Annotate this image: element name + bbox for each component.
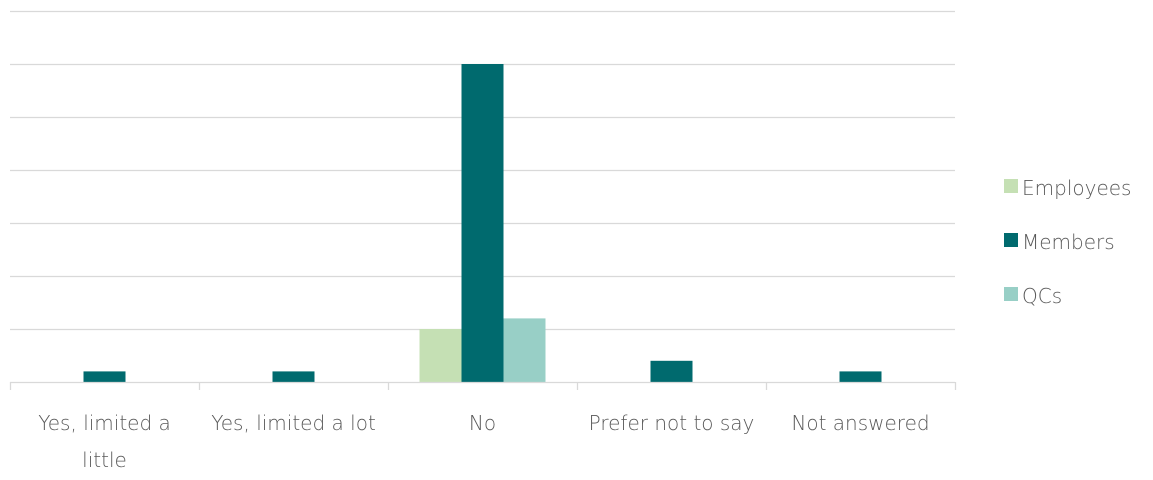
legend: Employees Members QCs (1004, 176, 1131, 308)
x-tick-label: Not answered (791, 411, 929, 435)
legend-label-employees: Employees (1022, 176, 1131, 200)
bar-members-2 (461, 64, 504, 382)
x-tick-label: Prefer not to say (589, 411, 755, 435)
bar-members-3 (650, 360, 693, 382)
legend-swatch-members (1004, 233, 1018, 247)
bar-employees-2 (419, 329, 462, 382)
legend-label-members: Members (1022, 230, 1115, 254)
bars (83, 64, 882, 382)
x-tick-label: No (469, 411, 496, 435)
bar-members-1 (272, 371, 315, 382)
legend-label-qcs: QCs (1022, 284, 1062, 308)
bar-qcs-2 (503, 318, 546, 382)
bar-members-0 (83, 371, 126, 382)
x-tick-label: Yes, limited a (38, 411, 171, 435)
bar-members-4 (839, 371, 882, 382)
x-axis (9, 381, 957, 390)
legend-swatch-employees (1004, 179, 1018, 193)
legend-swatch-qcs (1004, 287, 1018, 301)
x-tick-labels: Yes, limited a little Yes, limited a lot No… (38, 411, 929, 472)
x-tick-label: little (82, 448, 127, 472)
x-tick-label: Yes, limited a lot (211, 411, 376, 435)
